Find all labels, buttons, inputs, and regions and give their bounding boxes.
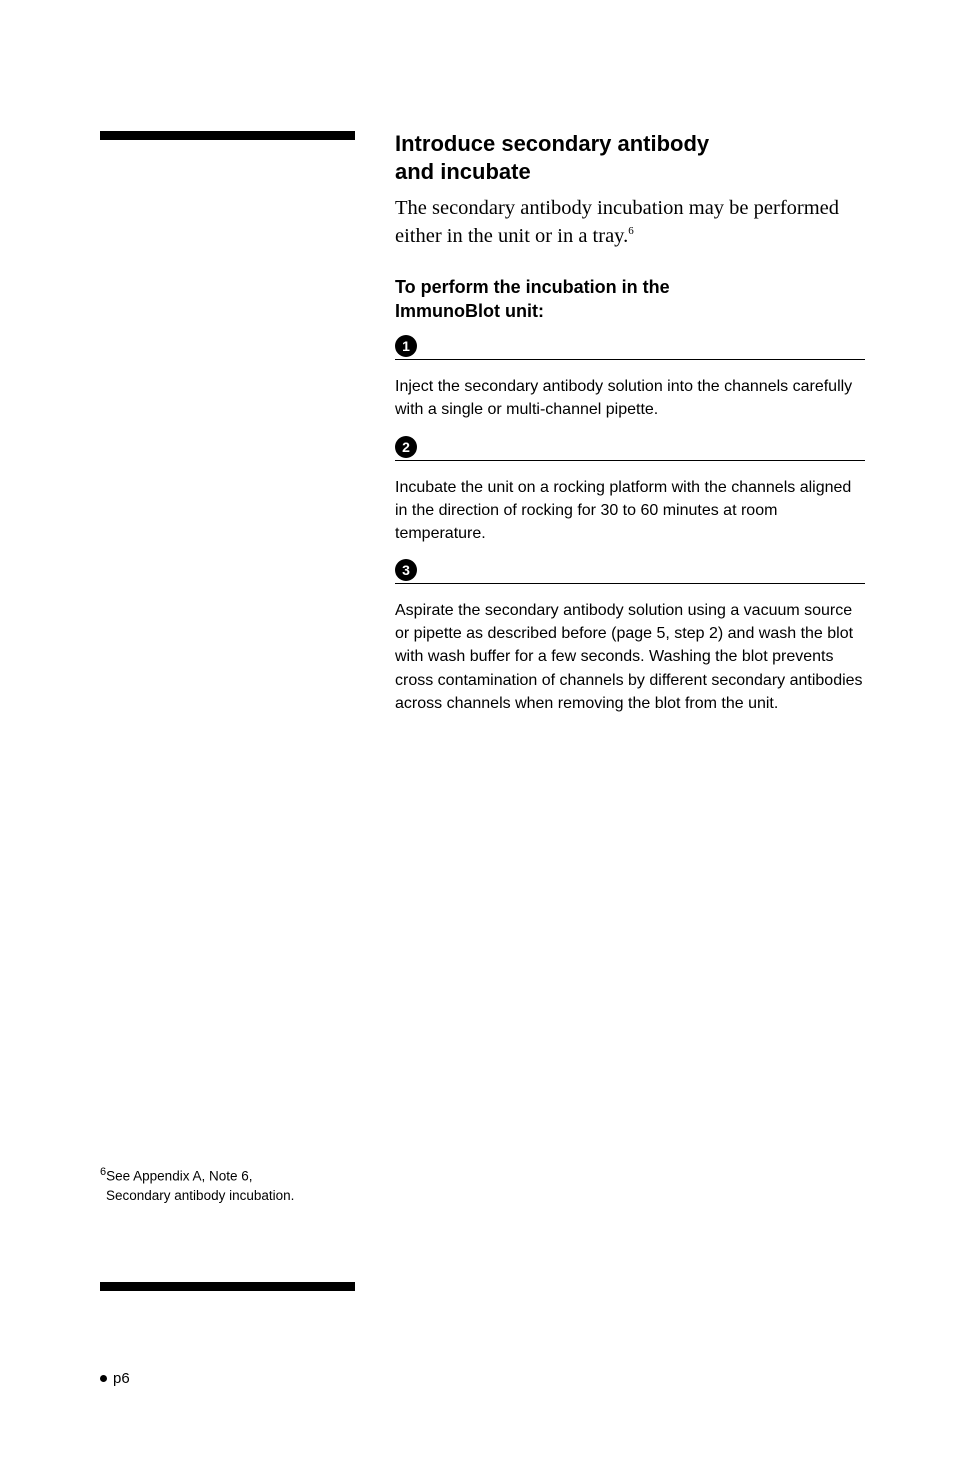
- footnote-line-2: Secondary antibody incubation.: [100, 1188, 294, 1203]
- step-number-row: 2: [395, 436, 865, 466]
- step-3: 3 Aspirate the secondary antibody soluti…: [395, 559, 865, 715]
- step-rule: [395, 359, 865, 360]
- heading-line-1: Introduce secondary antibody: [395, 131, 709, 156]
- step-2: 2 Incubate the unit on a rocking platfor…: [395, 436, 865, 546]
- bullet-icon: [100, 1375, 107, 1382]
- step-circle-icon: 1: [395, 335, 417, 357]
- page-number-text: p6: [113, 1370, 130, 1387]
- step-number-row: 3: [395, 559, 865, 589]
- step-circle-icon: 3: [395, 559, 417, 581]
- subheading: To perform the incubation in the ImmunoB…: [395, 276, 865, 323]
- step-rule: [395, 460, 865, 461]
- page-number: p6: [100, 1370, 130, 1387]
- step-rule: [395, 583, 865, 584]
- main-content: Introduce secondary antibody and incubat…: [395, 130, 865, 729]
- bottom-margin-bar: [100, 1282, 355, 1291]
- page: Introduce secondary antibody and incubat…: [0, 0, 954, 1475]
- step-text: Incubate the unit on a rocking platform …: [395, 476, 865, 546]
- step-1: 1 Inject the secondary antibody solution…: [395, 335, 865, 421]
- heading-line-2: and incubate: [395, 159, 531, 184]
- step-number-row: 1: [395, 335, 865, 365]
- section-body: The secondary antibody incubation may be…: [395, 195, 865, 250]
- step-text: Aspirate the secondary antibody solution…: [395, 599, 865, 715]
- step-text: Inject the secondary antibody solution i…: [395, 375, 865, 421]
- body-superscript: 6: [628, 225, 634, 237]
- footnote: 6See Appendix A, Note 6, Secondary antib…: [100, 1165, 360, 1206]
- section-heading: Introduce secondary antibody and incubat…: [395, 130, 865, 185]
- subheading-line-1: To perform the incubation in the: [395, 277, 670, 297]
- step-circle-icon: 2: [395, 436, 417, 458]
- top-margin-bar: [100, 131, 355, 140]
- footnote-line-1: See Appendix A, Note 6,: [106, 1169, 252, 1184]
- body-text: The secondary antibody incubation may be…: [395, 197, 839, 247]
- subheading-line-2: ImmunoBlot unit:: [395, 301, 544, 321]
